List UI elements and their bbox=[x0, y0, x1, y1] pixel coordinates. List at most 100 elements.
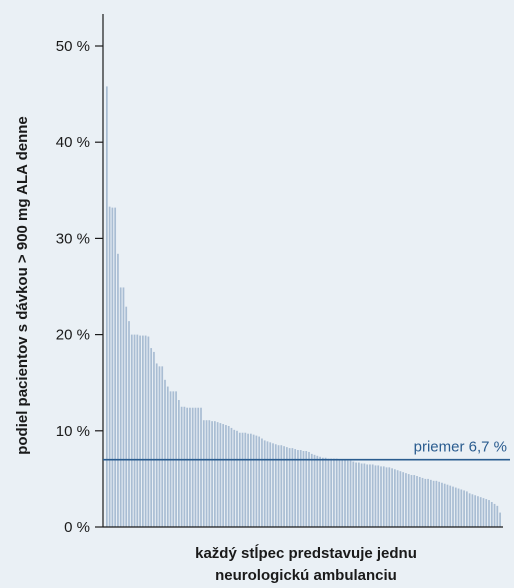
bar-75 bbox=[310, 453, 313, 527]
bar-107 bbox=[399, 471, 402, 527]
y-tick-label-10: 10 % bbox=[56, 423, 90, 440]
bar-94 bbox=[363, 463, 366, 527]
bar-21 bbox=[161, 366, 164, 527]
bar-97 bbox=[371, 464, 374, 527]
bar-115 bbox=[421, 477, 424, 527]
bar-51 bbox=[244, 432, 247, 527]
bar-116 bbox=[424, 478, 427, 527]
bar-142 bbox=[496, 505, 499, 527]
bar-49 bbox=[238, 432, 241, 527]
bar-41 bbox=[216, 422, 219, 527]
bar-141 bbox=[493, 503, 496, 527]
bar-12 bbox=[136, 334, 139, 527]
bar-39 bbox=[211, 421, 213, 527]
bar-126 bbox=[452, 486, 454, 527]
bar-45 bbox=[227, 425, 230, 527]
bar-135 bbox=[477, 496, 479, 527]
x-axis-label-line-1: každý stĺpec predstavuje jednu bbox=[195, 544, 417, 562]
bar-2 bbox=[108, 206, 111, 527]
bar-90 bbox=[352, 461, 355, 527]
bar-61 bbox=[272, 443, 274, 527]
bar-127 bbox=[454, 487, 457, 527]
bar-11 bbox=[133, 334, 136, 527]
bar-69 bbox=[294, 449, 297, 527]
bar-17 bbox=[150, 348, 153, 527]
y-tick-label-50: 50 % bbox=[56, 38, 90, 55]
bar-105 bbox=[394, 469, 396, 527]
bar-133 bbox=[471, 494, 474, 527]
bar-99 bbox=[377, 465, 380, 527]
y-tick-label-40: 40 % bbox=[56, 134, 90, 151]
bar-124 bbox=[446, 484, 449, 527]
bar-74 bbox=[308, 451, 310, 527]
bar-67 bbox=[288, 448, 291, 527]
bar-80 bbox=[324, 457, 327, 527]
bar-85 bbox=[338, 459, 341, 527]
bar-46 bbox=[230, 427, 233, 527]
bar-22 bbox=[164, 379, 166, 527]
bar-110 bbox=[407, 474, 410, 527]
bar-77 bbox=[316, 455, 319, 527]
bar-114 bbox=[418, 476, 421, 527]
bar-102 bbox=[385, 467, 388, 527]
bar-52 bbox=[247, 433, 249, 527]
bar-121 bbox=[438, 481, 441, 527]
y-axis-label: podiel pacientov s dávkou > 900 mg ALA d… bbox=[14, 116, 31, 455]
bar-32 bbox=[191, 407, 194, 527]
bar-60 bbox=[269, 442, 272, 527]
bar-44 bbox=[225, 425, 227, 527]
bar-143 bbox=[499, 512, 501, 527]
bar-79 bbox=[322, 457, 324, 527]
bar-27 bbox=[178, 400, 180, 527]
bar-93 bbox=[360, 463, 363, 527]
bar-122 bbox=[441, 482, 443, 527]
bar-73 bbox=[305, 451, 308, 527]
bar-18 bbox=[153, 351, 155, 527]
bar-119 bbox=[432, 480, 435, 527]
bar-131 bbox=[466, 491, 468, 527]
bar-9 bbox=[128, 321, 130, 527]
bar-59 bbox=[266, 441, 269, 527]
bar-14 bbox=[142, 335, 144, 527]
bar-101 bbox=[382, 466, 385, 527]
bar-13 bbox=[139, 335, 141, 527]
bar-118 bbox=[430, 479, 432, 527]
bar-109 bbox=[405, 473, 407, 527]
bar-8 bbox=[125, 306, 128, 527]
bar-34 bbox=[197, 407, 200, 527]
bar-123 bbox=[443, 483, 446, 527]
bar-89 bbox=[349, 460, 352, 527]
bar-76 bbox=[313, 454, 316, 527]
bar-20 bbox=[158, 366, 161, 527]
bar-42 bbox=[219, 423, 222, 527]
bar-36 bbox=[202, 420, 205, 527]
bar-65 bbox=[283, 446, 285, 527]
bar-56 bbox=[258, 436, 261, 527]
bar-23 bbox=[166, 386, 169, 527]
bar-117 bbox=[427, 478, 429, 527]
bar-1 bbox=[106, 86, 108, 528]
bar-138 bbox=[485, 499, 488, 527]
bar-43 bbox=[222, 424, 225, 527]
bar-15 bbox=[144, 335, 147, 527]
y-tick-label-30: 30 % bbox=[56, 230, 90, 247]
bar-4 bbox=[114, 207, 117, 527]
bar-134 bbox=[474, 495, 477, 527]
bar-31 bbox=[189, 407, 191, 527]
bar-92 bbox=[358, 462, 360, 527]
bar-130 bbox=[463, 490, 465, 527]
bar-10 bbox=[130, 334, 133, 527]
bars-group bbox=[106, 86, 501, 528]
bar-78 bbox=[319, 456, 321, 527]
bar-6 bbox=[119, 287, 122, 527]
bar-7 bbox=[122, 287, 125, 527]
bar-40 bbox=[214, 421, 216, 527]
bar-88 bbox=[346, 460, 349, 527]
x-axis-label-line-2: neurologickú ambulanciu bbox=[215, 567, 397, 584]
bar-108 bbox=[402, 472, 405, 527]
bar-54 bbox=[252, 434, 255, 527]
bar-66 bbox=[286, 447, 288, 527]
y-tick-label-20: 20 % bbox=[56, 327, 90, 344]
y-ticks-group: 0 % 10 % 20 % 30 % 40 % 50 % bbox=[56, 38, 103, 536]
